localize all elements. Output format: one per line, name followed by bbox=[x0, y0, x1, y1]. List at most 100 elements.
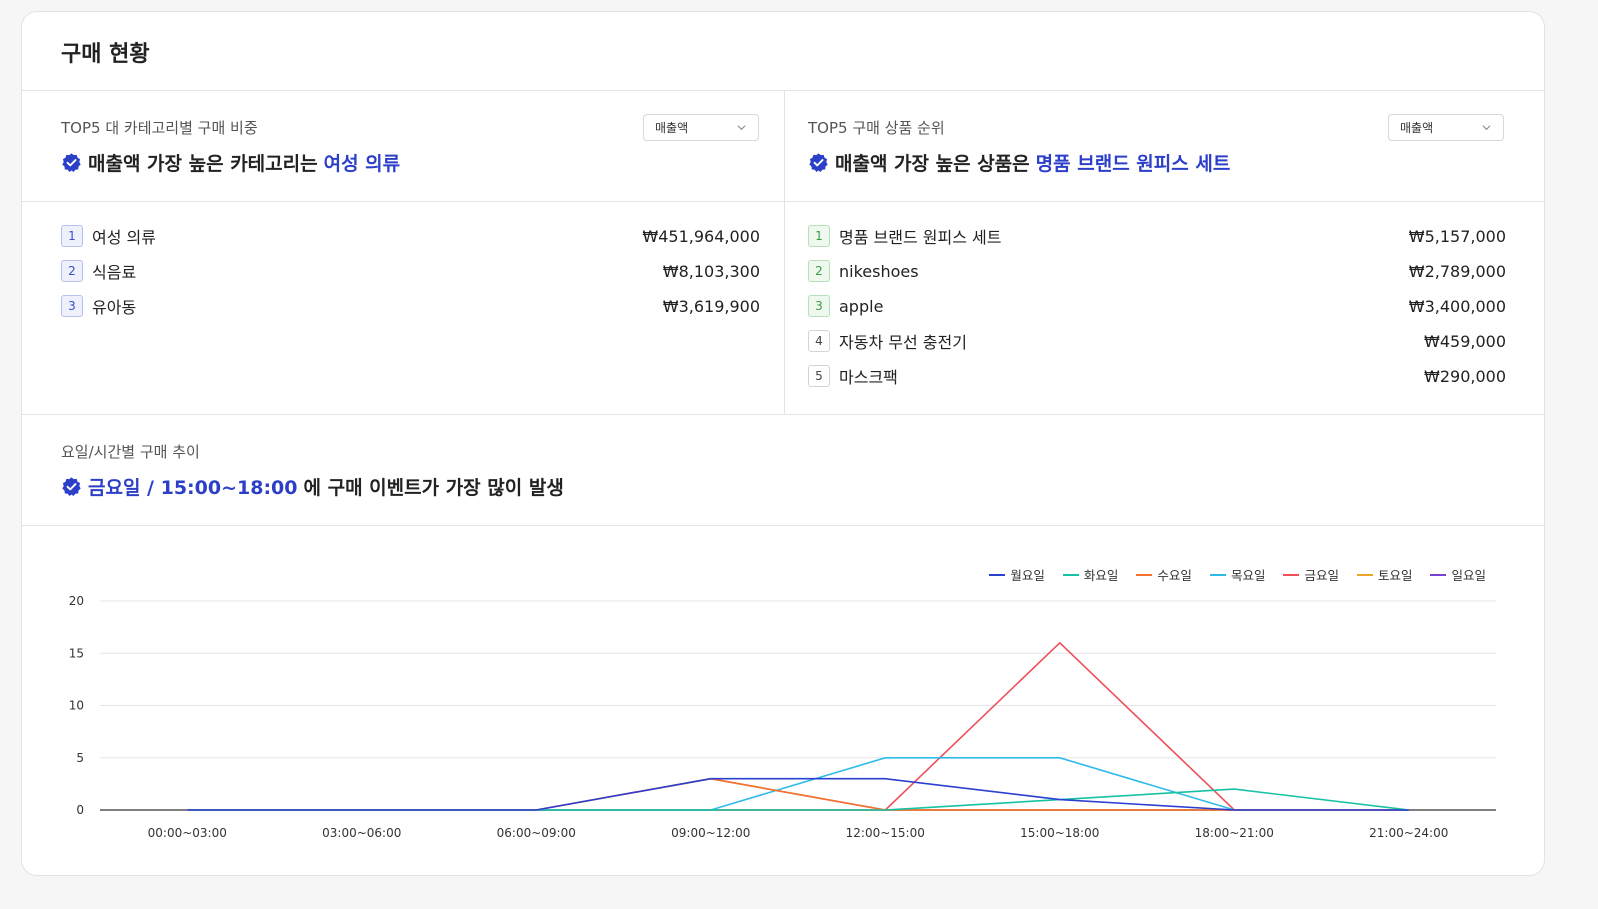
legend-swatch bbox=[1356, 573, 1373, 576]
x-tick-label: 21:00~24:00 bbox=[1369, 826, 1448, 840]
product-name: nikeshoes bbox=[839, 261, 919, 281]
trend-headline-text: 에 구매 이벤트가 가장 많이 발생 bbox=[303, 477, 564, 499]
rank-badge: 3 bbox=[808, 295, 830, 317]
weekday-time-line-chart: 0 5 10 15 20 00:00~03:00 03:00~06:00 06:00~09:0… bbox=[69, 594, 1496, 840]
verified-badge-icon bbox=[62, 153, 81, 173]
category-headline-text: 매출액 가장 높은 카테고리는 bbox=[88, 153, 318, 175]
category-name: 여성 의류 bbox=[92, 228, 156, 247]
y-tick-label: 10 bbox=[69, 699, 84, 713]
product-panel-subtitle: TOP5 구매 상품 순위 bbox=[808, 119, 945, 137]
legend-label: 목요일 bbox=[1230, 568, 1266, 583]
list-item: 1 명품 브랜드 원피스 세트 ₩5,157,000 bbox=[808, 224, 1506, 248]
rank-badge: 3 bbox=[61, 295, 83, 317]
y-tick-label: 15 bbox=[69, 646, 84, 660]
legend-item[interactable]: 월요일 bbox=[989, 565, 1045, 584]
series-line-1 bbox=[187, 777, 1409, 811]
category-value: ₩3,619,900 bbox=[662, 296, 760, 316]
category-metric-select-value: 매출액 bbox=[655, 121, 689, 135]
legend-label: 일요일 bbox=[1451, 568, 1486, 583]
product-name: 마스크팩 bbox=[839, 368, 898, 387]
series-line-5 bbox=[187, 641, 1409, 811]
x-tick-label: 15:00~18:00 bbox=[1020, 826, 1099, 840]
product-value: ₩3,400,000 bbox=[1408, 296, 1506, 316]
legend-swatch bbox=[989, 573, 1006, 576]
rank-badge: 2 bbox=[808, 260, 830, 282]
x-tick-label: 00:00~03:00 bbox=[148, 826, 227, 840]
legend-label: 수요일 bbox=[1157, 568, 1192, 583]
legend-item[interactable]: 목요일 bbox=[1209, 565, 1266, 584]
x-tick-label: 09:00~12:00 bbox=[671, 826, 750, 840]
x-tick-label: 12:00~15:00 bbox=[846, 826, 925, 840]
legend-item[interactable]: 수요일 bbox=[1136, 565, 1192, 584]
chevron-down-icon bbox=[737, 125, 746, 131]
legend-swatch bbox=[1136, 573, 1153, 576]
panel-divider bbox=[784, 91, 785, 414]
legend-item[interactable]: 토요일 bbox=[1356, 565, 1413, 584]
divider bbox=[22, 414, 1544, 415]
rank-badge: 1 bbox=[61, 225, 83, 247]
product-value: ₩2,789,000 bbox=[1408, 261, 1506, 281]
legend-item[interactable]: 금요일 bbox=[1283, 565, 1339, 584]
category-panel-subtitle: TOP5 대 카테고리별 구매 비중 bbox=[61, 119, 258, 137]
trend-panel-subtitle: 요일/시간별 구매 추이 bbox=[61, 443, 200, 461]
product-headline-highlight: 명품 브랜드 원피스 세트 bbox=[1035, 153, 1231, 175]
divider bbox=[22, 201, 1544, 202]
legend-swatch bbox=[1209, 573, 1226, 576]
category-name: 유아동 bbox=[92, 298, 137, 317]
list-item: 2 nikeshoes ₩2,789,000 bbox=[808, 259, 1506, 283]
product-value: ₩290,000 bbox=[1424, 366, 1506, 386]
rank-badge: 5 bbox=[808, 365, 830, 387]
trend-headline-highlight: 금요일 / 15:00~18:00 bbox=[88, 477, 298, 499]
x-tick-label: 06:00~09:00 bbox=[497, 826, 576, 840]
page-title: 구매 현황 bbox=[61, 42, 150, 67]
list-item: 5 마스크팩 ₩290,000 bbox=[808, 364, 1506, 388]
verified-badge-icon bbox=[809, 153, 828, 173]
legend-label: 토요일 bbox=[1377, 568, 1413, 583]
category-rank-list: 1 여성 의류 ₩451,964,000 2 식음료 ₩8,103,300 3 … bbox=[61, 224, 760, 324]
category-value: ₩8,103,300 bbox=[662, 261, 760, 281]
product-rank-list: 1 명품 브랜드 원피스 세트 ₩5,157,000 2 nikeshoes ₩… bbox=[808, 224, 1506, 399]
list-item: 2 식음료 ₩8,103,300 bbox=[61, 259, 760, 283]
list-item: 3 유아동 ₩3,619,900 bbox=[61, 294, 760, 318]
rank-badge: 1 bbox=[808, 225, 830, 247]
product-value: ₩459,000 bbox=[1424, 331, 1506, 351]
rank-badge: 2 bbox=[61, 260, 83, 282]
verified-badge-icon bbox=[62, 477, 81, 497]
purchase-status-card: 구매 현황 TOP5 대 카테고리별 구매 비중 매출액 매출액 가장 높은 카… bbox=[21, 11, 1545, 876]
chevron-down-icon bbox=[1482, 125, 1491, 131]
y-tick-label: 5 bbox=[76, 751, 84, 765]
legend-swatch bbox=[1283, 573, 1300, 576]
legend-label: 화요일 bbox=[1083, 568, 1119, 583]
product-metric-select-value: 매출액 bbox=[1400, 121, 1434, 135]
rank-badge: 4 bbox=[808, 330, 830, 352]
category-value: ₩451,964,000 bbox=[642, 226, 760, 246]
product-headline-text: 매출액 가장 높은 상품은 bbox=[835, 153, 1030, 175]
legend-swatch bbox=[1430, 573, 1447, 576]
list-item: 3 apple ₩3,400,000 bbox=[808, 294, 1506, 318]
list-item: 4 자동차 무선 충전기 ₩459,000 bbox=[808, 329, 1506, 353]
divider bbox=[22, 90, 1544, 91]
legend-swatch bbox=[1062, 573, 1079, 576]
chart-legend: 월요일 화요일 수요일 목요일 금요일 토요일 일요일 bbox=[989, 565, 1486, 584]
product-metric-select[interactable]: 매출액 bbox=[1388, 114, 1504, 141]
y-tick-label: 0 bbox=[76, 803, 84, 817]
product-headline: 매출액 가장 높은 상품은 명품 브랜드 원피스 세트 bbox=[808, 149, 1230, 176]
category-headline-highlight: 여성 의류 bbox=[323, 153, 401, 175]
category-name: 식음료 bbox=[92, 263, 137, 282]
list-item: 1 여성 의류 ₩451,964,000 bbox=[61, 224, 760, 248]
category-headline: 매출액 가장 높은 카테고리는 여성 의류 bbox=[61, 149, 400, 176]
product-name: 명품 브랜드 원피스 세트 bbox=[839, 228, 1002, 247]
trend-headline: 금요일 / 15:00~18:00 에 구매 이벤트가 가장 많이 발생 bbox=[61, 473, 564, 500]
legend-label: 월요일 bbox=[1010, 568, 1045, 583]
divider bbox=[22, 525, 1544, 526]
y-tick-label: 20 bbox=[69, 594, 84, 608]
product-value: ₩5,157,000 bbox=[1408, 226, 1506, 246]
legend-item[interactable]: 일요일 bbox=[1430, 565, 1486, 584]
x-tick-label: 03:00~06:00 bbox=[322, 826, 401, 840]
product-name: apple bbox=[839, 296, 884, 316]
legend-item[interactable]: 화요일 bbox=[1062, 565, 1119, 584]
x-tick-label: 18:00~21:00 bbox=[1195, 826, 1274, 840]
category-metric-select[interactable]: 매출액 bbox=[643, 114, 759, 141]
product-name: 자동차 무선 충전기 bbox=[839, 333, 967, 352]
legend-label: 금요일 bbox=[1304, 568, 1339, 583]
